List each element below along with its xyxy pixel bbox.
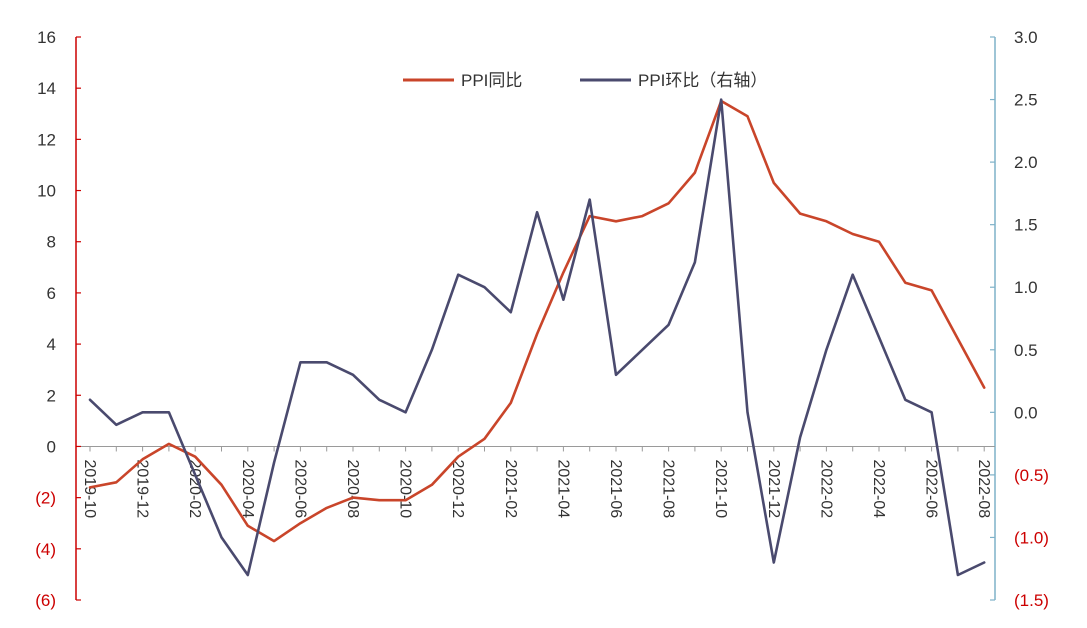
x-tick-label: 2021-06 bbox=[607, 459, 624, 518]
left-tick-label: 0 bbox=[47, 437, 56, 456]
x-tick-label: 2019-10 bbox=[81, 459, 98, 518]
x-tick-label: 2019-12 bbox=[134, 459, 151, 518]
x-ticks: 2019-10 2019-12 2020-02 2020-04 2020-06 2020-… bbox=[81, 446, 992, 518]
series-line-ppi-yoy bbox=[88, 99, 986, 543]
left-tick-label: 12 bbox=[37, 130, 56, 149]
left-y-ticks: 16 14 12 10 8 6 4 2 0 (2) (4) (6) bbox=[35, 28, 81, 610]
right-tick-label: (1.0) bbox=[1014, 528, 1049, 547]
x-tick-label: 2020-12 bbox=[449, 459, 466, 518]
right-tick-label: 1.5 bbox=[1014, 216, 1038, 235]
x-tick-label: 2020-04 bbox=[239, 459, 256, 518]
x-tick-label: 2022-02 bbox=[817, 459, 834, 518]
x-tick-label: 2022-06 bbox=[923, 459, 940, 518]
right-tick-label: (1.5) bbox=[1014, 591, 1049, 610]
legend-label-ppi-yoy: PPI同比 bbox=[461, 71, 522, 90]
x-tick-label: 2020-10 bbox=[397, 459, 414, 518]
right-tick-label: 2.0 bbox=[1014, 153, 1038, 172]
right-tick-label: 0.0 bbox=[1014, 403, 1038, 422]
x-tick-label: 2021-02 bbox=[502, 459, 519, 518]
left-tick-label: (2) bbox=[35, 489, 56, 508]
left-tick-label: 14 bbox=[37, 79, 56, 98]
right-tick-label: 2.5 bbox=[1014, 91, 1038, 110]
series-line-ppi-mom bbox=[88, 98, 986, 577]
left-tick-label: 2 bbox=[47, 386, 56, 405]
x-tick-label: 2022-08 bbox=[975, 459, 992, 518]
left-tick-label: 10 bbox=[37, 182, 56, 201]
x-tick-label: 2020-06 bbox=[291, 459, 308, 518]
legend-label-ppi-mom: PPI环比（右轴） bbox=[638, 71, 767, 90]
left-tick-label: 16 bbox=[37, 28, 56, 47]
right-y-ticks: 3.0 2.5 2.0 1.5 1.0 0.5 0.0 (0.5) (1.0) (1.5) bbox=[990, 28, 1049, 610]
right-tick-label: (0.5) bbox=[1014, 466, 1049, 485]
x-tick-label: 2021-08 bbox=[660, 459, 677, 518]
x-tick-label: 2021-10 bbox=[712, 459, 729, 518]
right-tick-label: 0.5 bbox=[1014, 341, 1038, 360]
right-tick-label: 3.0 bbox=[1014, 28, 1038, 47]
x-tick-label: 2021-12 bbox=[765, 459, 782, 518]
x-tick-label: 2020-02 bbox=[186, 459, 203, 518]
left-tick-label: 4 bbox=[47, 335, 56, 354]
left-tick-label: (4) bbox=[35, 540, 56, 559]
right-tick-label: 1.0 bbox=[1014, 278, 1038, 297]
legend: PPI同比 PPI环比（右轴） bbox=[403, 71, 767, 90]
x-tick-label: 2021-04 bbox=[554, 459, 571, 518]
left-tick-label: 8 bbox=[47, 233, 56, 252]
x-tick-label: 2020-08 bbox=[344, 459, 361, 518]
left-tick-label: 6 bbox=[47, 284, 56, 303]
x-tick-label: 2022-04 bbox=[870, 459, 887, 518]
series-lines bbox=[88, 98, 986, 577]
left-tick-label: (6) bbox=[35, 591, 56, 610]
